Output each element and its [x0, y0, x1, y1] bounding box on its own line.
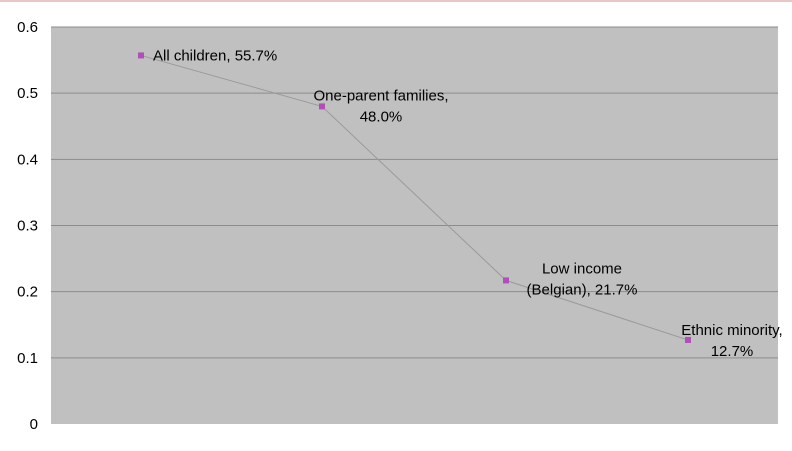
- y-tick-label: 0: [30, 416, 38, 433]
- data-label: 12.7%: [711, 343, 754, 360]
- data-point-marker: [138, 52, 144, 59]
- data-label: Low income: [542, 260, 622, 277]
- data-point-marker: [319, 103, 325, 110]
- y-tick-label: 0.6: [17, 19, 38, 36]
- data-point-marker: [685, 336, 691, 343]
- gridlines: [51, 26, 778, 359]
- data-label: One-parent families,: [313, 87, 448, 104]
- y-tick-label: 0.1: [17, 350, 38, 367]
- data-label: (Belgian), 21.7%: [527, 281, 638, 298]
- y-tick-label: 0.5: [17, 85, 38, 102]
- data-label: All children, 55.7%: [153, 47, 277, 64]
- data-label: Ethnic minority,: [681, 322, 782, 339]
- data-label: 48.0%: [360, 108, 403, 125]
- y-axis: 0 0.1 0.2 0.3 0.4 0.5 0.6: [17, 19, 38, 433]
- series-line: [140, 54, 689, 341]
- data-labels: All children, 55.7% One-parent families, 4…: [153, 47, 783, 360]
- series: [138, 52, 691, 343]
- data-point-marker: [503, 277, 509, 284]
- y-tick-label: 0.4: [17, 151, 38, 168]
- y-tick-label: 0.3: [17, 218, 38, 235]
- y-tick-label: 0.2: [17, 284, 38, 301]
